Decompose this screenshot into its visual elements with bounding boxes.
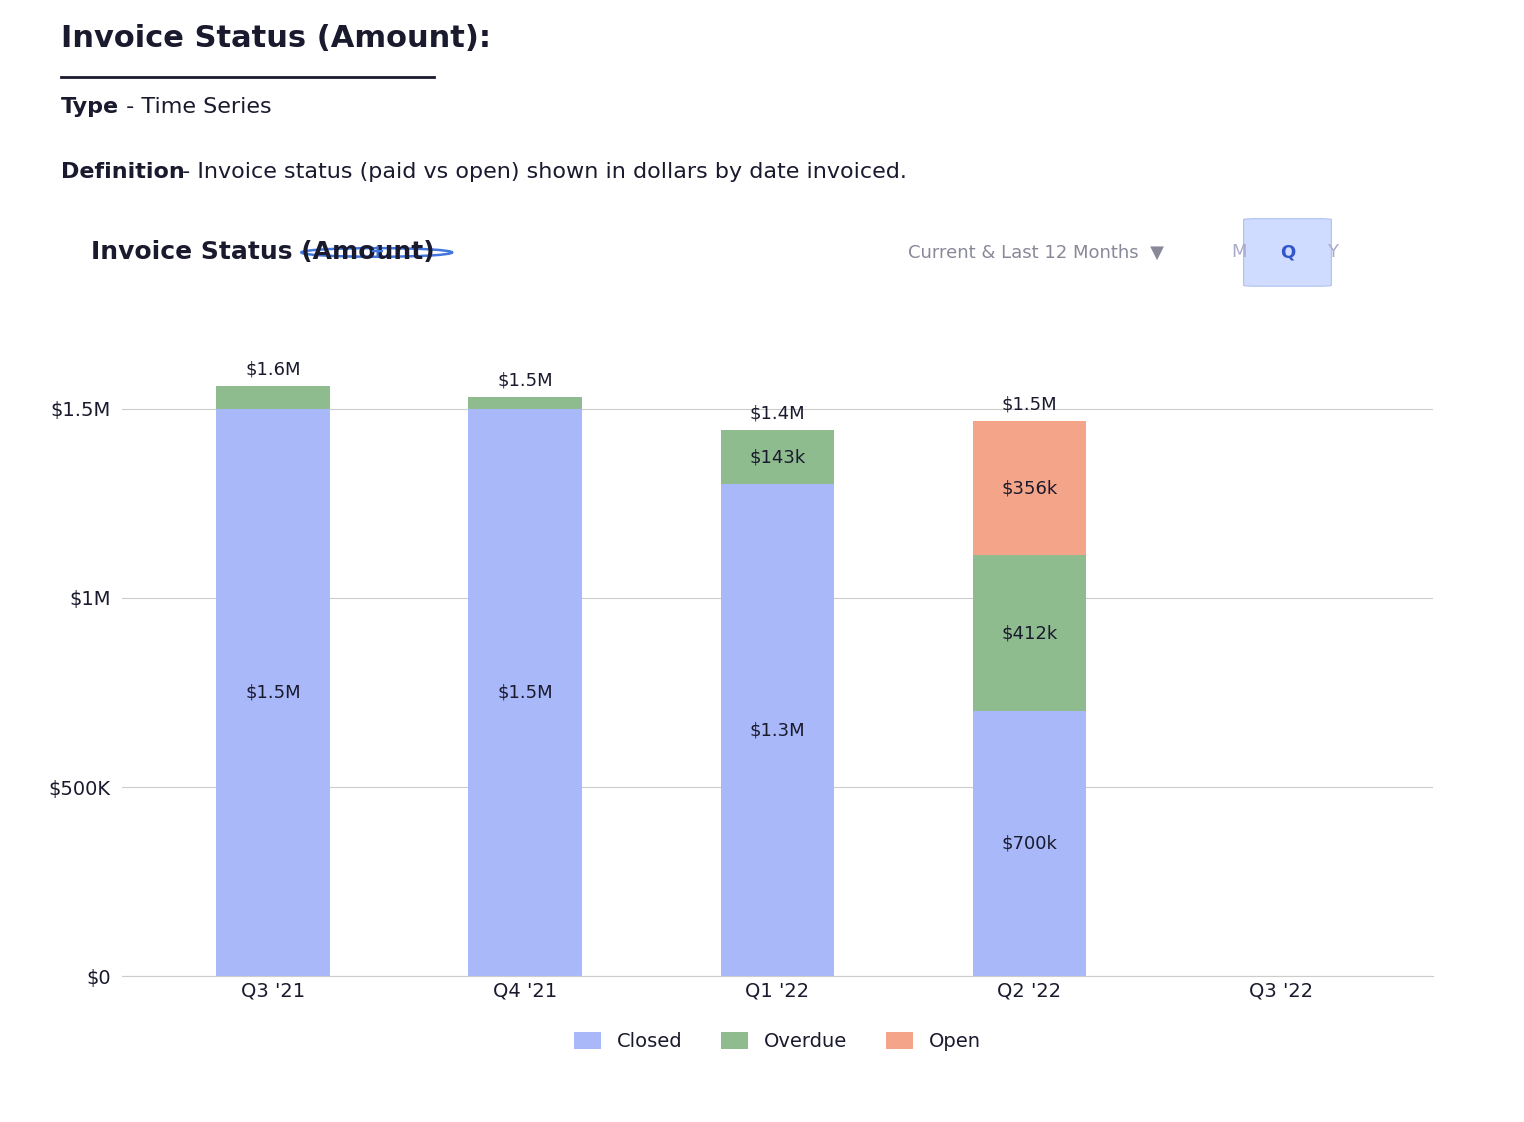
Text: $1.5M: $1.5M: [245, 683, 300, 701]
Text: $1.5M: $1.5M: [497, 683, 553, 701]
Text: $143k: $143k: [750, 449, 805, 467]
Text: $356k: $356k: [1001, 479, 1058, 497]
Text: $1.5M: $1.5M: [497, 371, 553, 389]
Legend: Closed, Overdue, Open: Closed, Overdue, Open: [565, 1024, 989, 1059]
Bar: [468, 397, 582, 408]
Text: - Time Series: - Time Series: [119, 96, 271, 117]
Text: $700k: $700k: [1001, 835, 1058, 853]
Text: Q: Q: [1280, 243, 1295, 261]
Text: M: M: [1231, 243, 1247, 261]
Text: $1.4M: $1.4M: [750, 405, 805, 423]
Text: $1.5M: $1.5M: [1001, 395, 1058, 413]
Text: $1.3M: $1.3M: [750, 721, 805, 739]
Bar: [721, 485, 834, 976]
Bar: [216, 386, 329, 408]
Bar: [468, 408, 582, 976]
Text: Invoice Status (Amount):: Invoice Status (Amount):: [61, 25, 491, 53]
Text: $1.6M: $1.6M: [245, 360, 300, 378]
Text: Invoice Status (Amount): Invoice Status (Amount): [91, 240, 434, 265]
Bar: [972, 555, 1087, 711]
Bar: [216, 408, 329, 976]
Text: +: +: [369, 243, 384, 261]
Bar: [972, 711, 1087, 976]
Text: $412k: $412k: [1001, 625, 1058, 643]
Text: Definition: Definition: [61, 162, 184, 182]
Text: Type: Type: [61, 96, 119, 117]
Bar: [972, 421, 1087, 555]
FancyBboxPatch shape: [1244, 219, 1332, 286]
Text: - Invoice status (paid vs open) shown in dollars by date invoiced.: - Invoice status (paid vs open) shown in…: [175, 162, 907, 182]
Bar: [721, 431, 834, 485]
Text: Y: Y: [1327, 243, 1338, 261]
Text: Current & Last 12 Months  ▼: Current & Last 12 Months ▼: [907, 243, 1163, 261]
